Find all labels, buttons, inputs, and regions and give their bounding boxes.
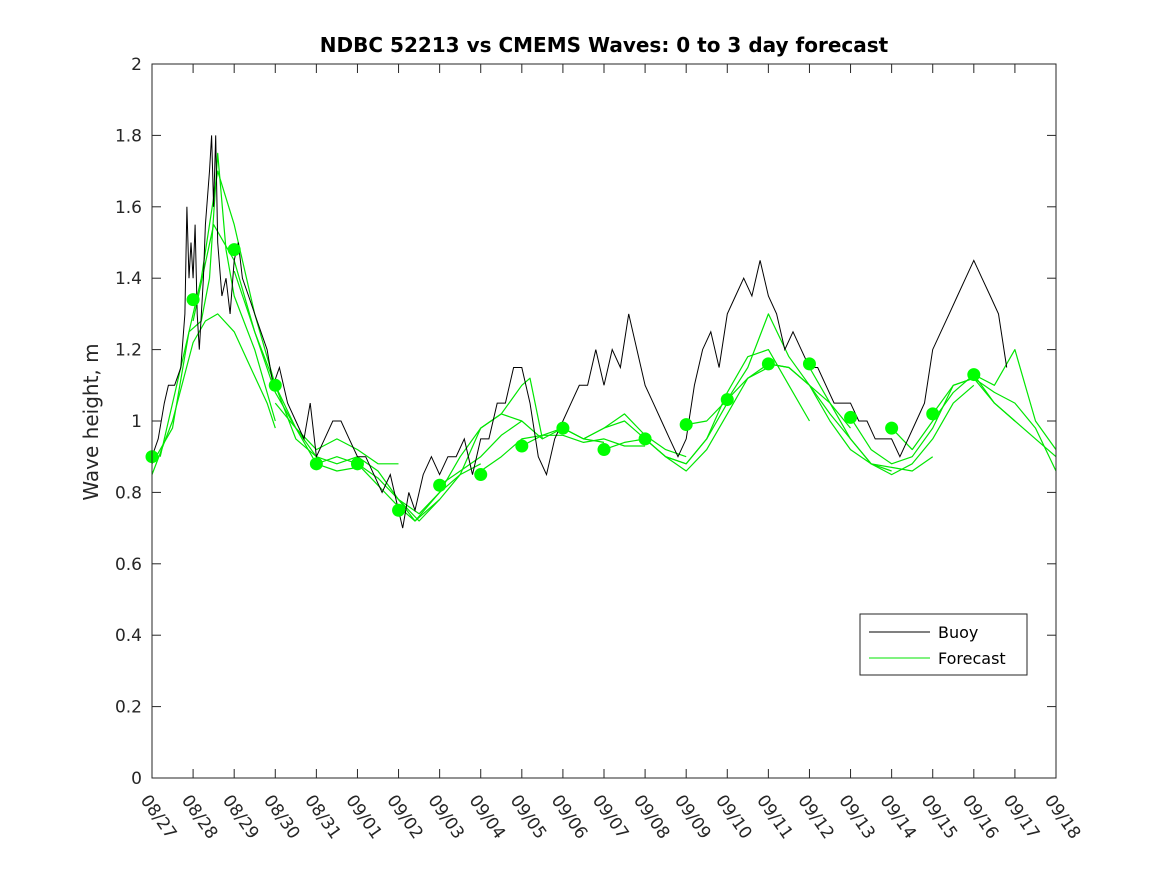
forecast-line [398, 377, 543, 522]
forecast-marker [885, 421, 899, 435]
legend-forecast-label: Forecast [938, 649, 1006, 668]
forecast-marker [350, 457, 364, 471]
y-tick-label: 0.2 [115, 698, 142, 718]
forecast-marker [392, 503, 406, 517]
forecast-marker [186, 293, 200, 307]
y-tick-label: 0.6 [115, 555, 142, 575]
forecast-marker [679, 418, 693, 432]
forecast-line [932, 377, 1057, 472]
forecast-line [644, 349, 811, 465]
y-tick-label: 0.8 [115, 483, 142, 503]
y-tick-label: 1.2 [115, 341, 142, 361]
forecast-line [973, 374, 1057, 458]
y-tick-label: 2 [131, 55, 142, 75]
forecast-marker [761, 357, 775, 371]
forecast-line [768, 363, 934, 472]
legend-box [859, 613, 1028, 676]
forecast-marker [515, 439, 529, 453]
y-axis: 0 0.2 0.4 0.6 0.8 1 1.2 1.4 1.6 1.8 2 [115, 55, 1056, 789]
forecast-line [480, 434, 646, 472]
forecast-line [686, 313, 851, 429]
forecast-marker [926, 407, 940, 421]
forecast-line [151, 152, 276, 465]
y-tick-label: 1 [131, 412, 142, 432]
chart-title: NDBC 52213 vs CMEMS Waves: 0 to 3 day fo… [320, 33, 889, 57]
legend: Buoy Forecast [859, 613, 1028, 676]
forecast-marker [268, 378, 282, 392]
y-tick-label: 0 [131, 769, 142, 789]
buoy-line [151, 135, 1008, 529]
forecast-marker [967, 368, 981, 382]
forecast-marker [227, 243, 241, 257]
forecast-initial-markers [145, 243, 981, 517]
forecast-marker [433, 478, 447, 492]
forecast-marker [720, 393, 734, 407]
forecast-line [603, 366, 769, 472]
forecast-line [151, 313, 276, 475]
y-tick-label: 1.8 [115, 126, 142, 146]
forecast-line [233, 270, 399, 465]
forecast-marker [309, 457, 323, 471]
forecast-line [849, 377, 1016, 465]
y-tick-label: 1.6 [115, 198, 142, 218]
forecast-marker [556, 421, 570, 435]
y-axis-label: Wave height, m [79, 343, 103, 500]
forecast-line [808, 367, 975, 476]
y-tick-label: 0.4 [115, 626, 142, 646]
forecast-marker [474, 468, 488, 482]
y-tick-label: 1.4 [115, 269, 142, 289]
forecast-marker [802, 357, 816, 371]
legend-buoy-label: Buoy [938, 623, 978, 642]
forecast-marker [597, 443, 611, 457]
forecast-marker [844, 410, 858, 424]
forecast-marker [638, 432, 652, 446]
forecast-line [159, 170, 317, 458]
